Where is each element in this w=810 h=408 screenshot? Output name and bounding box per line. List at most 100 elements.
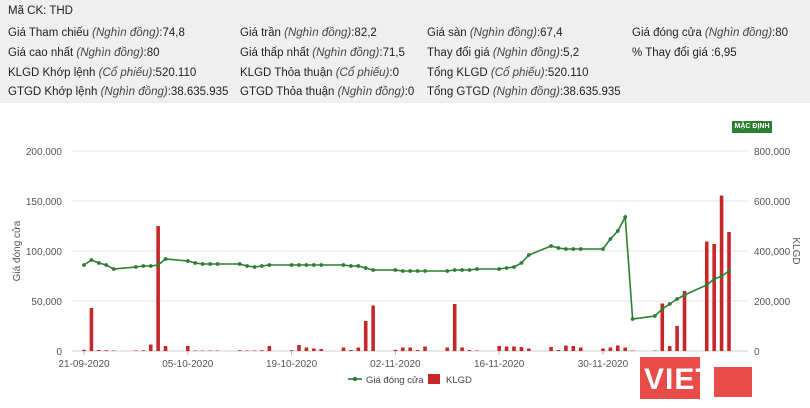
info-value: :82,2 — [351, 27, 377, 39]
info-value: :0 — [404, 86, 415, 98]
info-label: KLGD Khớp lệnh — [8, 67, 99, 79]
info-item: Mã CK: THD — [8, 5, 73, 17]
price-point — [675, 297, 680, 301]
info-value: :0 — [389, 67, 399, 79]
info-row-volume: KLGD Khớp lệnh (Cổ phiếu):520.110 KLGD Th… — [0, 67, 810, 87]
price-point — [563, 247, 568, 251]
info-unit: (Nghìn đồng) — [76, 47, 144, 59]
volume-bar — [712, 244, 716, 351]
volume-bar — [111, 350, 116, 351]
price-point — [445, 269, 450, 273]
info-item: Giá cao nhất (Nghìn đồng):80 — [8, 47, 160, 59]
volume-bar — [82, 349, 86, 351]
volume-bar — [319, 349, 324, 351]
info-unit: (Cổ phiếu) — [98, 67, 153, 79]
price-point — [104, 263, 109, 267]
info-unit: (Nghìn đồng) — [704, 27, 773, 39]
price-line — [83, 214, 730, 320]
volume-bar — [141, 350, 146, 351]
volume-bar — [682, 291, 687, 351]
price-point — [237, 262, 242, 266]
volume-bar — [727, 232, 731, 351]
volume-bar — [393, 349, 398, 351]
info-unit: (Nghìn đồng) — [337, 86, 405, 98]
info-value: :74,8 — [159, 27, 185, 39]
volume-bar — [208, 350, 212, 351]
price-point — [415, 269, 420, 273]
info-unit: (Nghìn đồng) — [492, 86, 560, 98]
volume-bar — [719, 195, 724, 351]
price-point — [393, 268, 398, 272]
info-item: % Thay đổi giá :6,95 — [632, 47, 737, 59]
info-label: Tổng GTGD — [427, 86, 493, 98]
volume-bar — [452, 304, 457, 351]
legend-label-price: Giá đóng cửa — [366, 375, 424, 386]
volume-bar — [134, 350, 138, 351]
price-point — [363, 266, 368, 270]
volume-bar — [341, 347, 346, 351]
volume-bar — [549, 347, 553, 351]
info-value: :520.110 — [152, 67, 197, 79]
info-item: GTGD Thỏa thuận (Nghìn đồng):0 — [240, 86, 414, 98]
price-point — [245, 264, 250, 268]
price-point — [608, 237, 613, 241]
x-tick-label: 19-10-2020 — [266, 359, 318, 370]
volume-bar — [415, 350, 420, 351]
price-point — [497, 267, 502, 271]
volume-bar — [460, 347, 464, 351]
y-tick-label-right: 200,000 — [754, 297, 791, 308]
price-point — [682, 293, 687, 297]
x-tick-label: 30-11-2020 — [578, 359, 629, 370]
volume-bar — [237, 350, 242, 351]
volume-bar — [363, 321, 368, 351]
price-point — [260, 264, 264, 268]
price-point — [200, 262, 205, 266]
price-point — [400, 269, 405, 273]
logo-block — [640, 357, 700, 399]
info-value: :71,5 — [379, 47, 405, 59]
volume-bar — [371, 305, 375, 351]
y-tick-label-left: 0 — [56, 347, 62, 358]
price-point — [252, 265, 257, 269]
volume-bar — [615, 345, 620, 351]
price-point — [504, 266, 509, 270]
y-tick-label-right: 400,000 — [754, 247, 791, 258]
volume-bar — [104, 350, 109, 351]
price-point — [452, 268, 457, 272]
info-label: GTGD Khớp lệnh — [8, 86, 101, 98]
price-point — [96, 261, 101, 265]
x-tick-label: 21-09-2020 — [58, 359, 110, 370]
y-tick-label-left: 100,000 — [26, 247, 63, 258]
volume-bar — [304, 347, 309, 351]
info-label: Giá thấp nhất — [240, 47, 313, 59]
price-point — [208, 262, 212, 266]
y-tick-label-left: 50,000 — [31, 297, 62, 308]
price-point — [89, 258, 94, 262]
price-point — [475, 267, 479, 271]
default-view-button[interactable]: MẶC ĐỊNH — [732, 121, 772, 133]
price-point — [371, 268, 376, 272]
price-point — [423, 269, 427, 273]
price-point — [526, 253, 531, 257]
volume-bar — [97, 350, 101, 351]
volume-bar — [601, 348, 605, 351]
info-unit: (Cổ phiếu) — [335, 67, 390, 79]
price-point — [556, 246, 561, 250]
info-label: Mã CK: — [8, 5, 50, 17]
price-point — [304, 263, 309, 267]
volume-bar — [497, 346, 501, 351]
y-tick-label-right: 600,000 — [754, 197, 791, 208]
info-label: Thay đổi giá — [427, 47, 493, 59]
info-value: :67,4 — [536, 27, 563, 39]
volume-bar — [423, 346, 427, 351]
volume-bar — [297, 345, 301, 351]
volume-bar — [564, 345, 568, 351]
info-value: :80 — [772, 27, 789, 39]
volume-bar — [356, 347, 361, 351]
volume-bar — [148, 344, 153, 351]
info-unit: (Nghìn đồng) — [100, 86, 168, 98]
y-tick-label-right: 800,000 — [754, 147, 791, 158]
info-unit: (Nghìn đồng) — [492, 47, 560, 59]
price-point — [82, 263, 86, 267]
volume-bar — [267, 346, 272, 351]
